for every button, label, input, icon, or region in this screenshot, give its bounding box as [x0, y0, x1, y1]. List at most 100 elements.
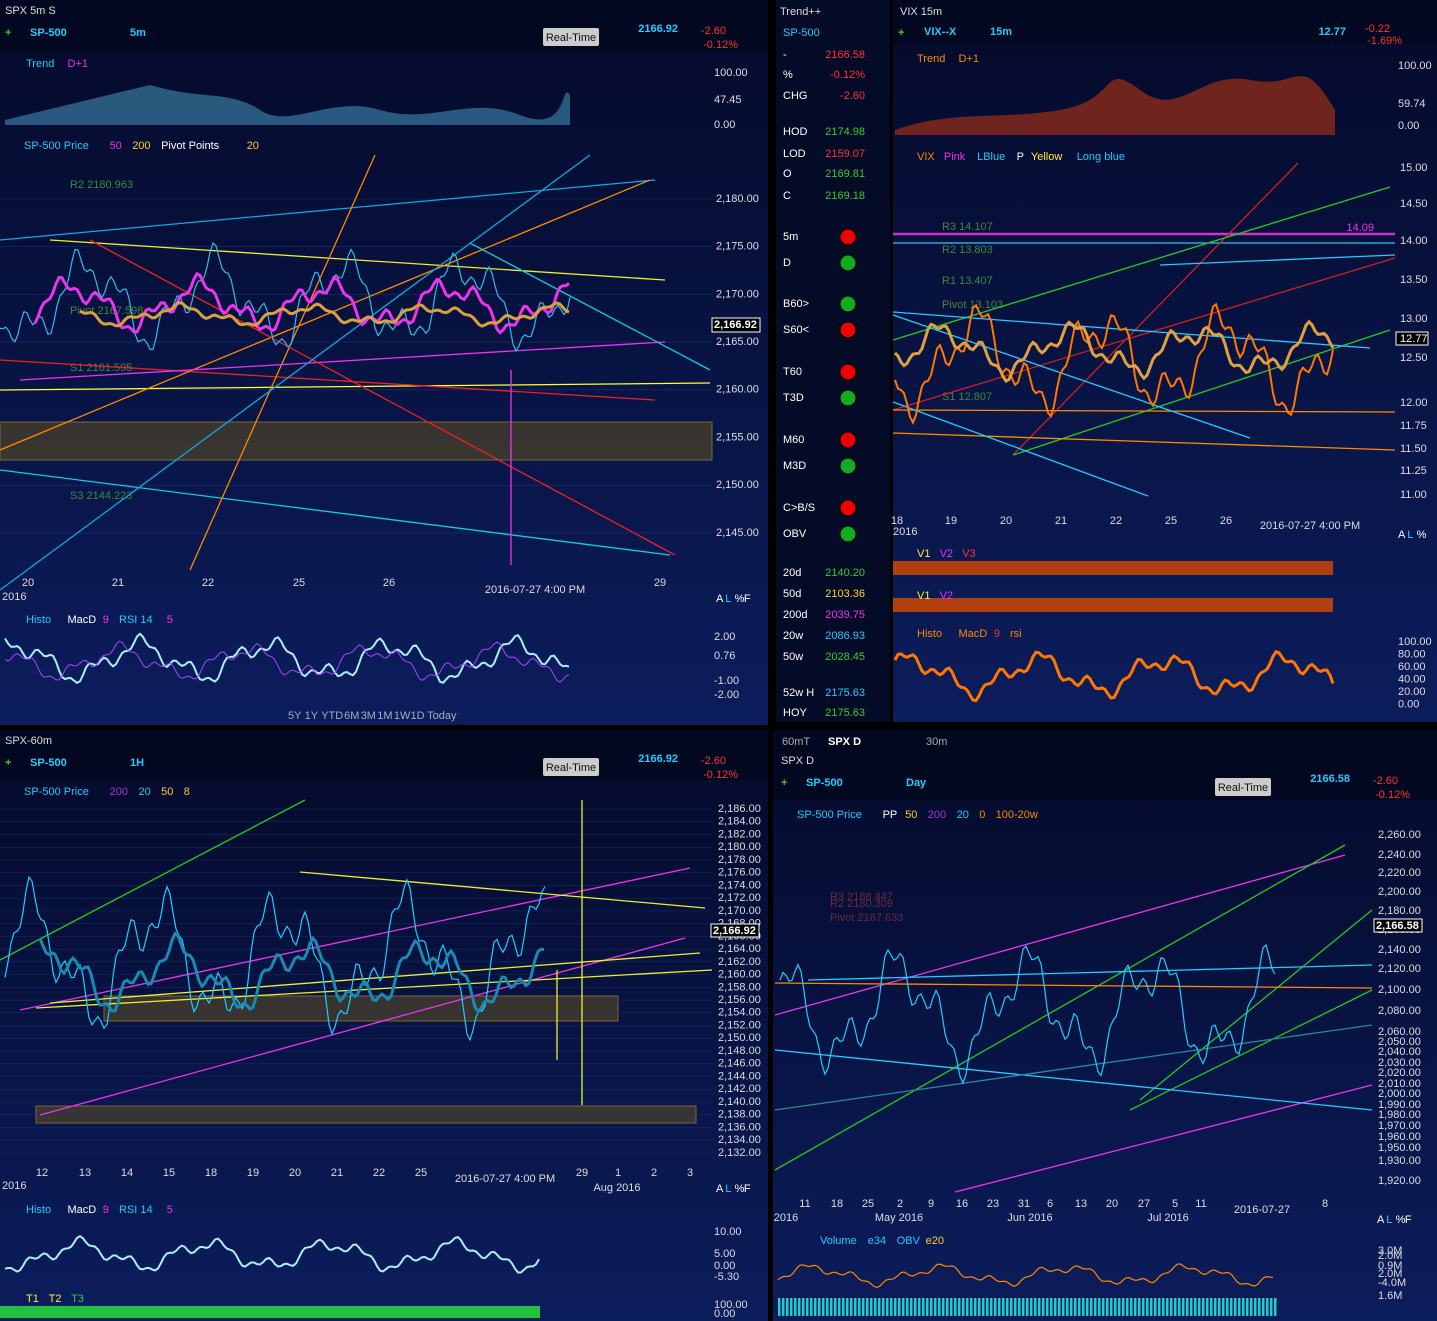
- x-tick-label: 23: [987, 1198, 999, 1210]
- change-pct: -1.69%: [1367, 35, 1402, 47]
- x-tick-label: 25: [415, 1167, 427, 1179]
- average-name: 200d: [783, 609, 807, 621]
- toolbar-item: A: [716, 593, 724, 605]
- label: 0.00: [714, 1308, 735, 1320]
- header: [0, 0, 768, 52]
- average-name: 50d: [783, 588, 801, 600]
- y-tick-label: 2,138.00: [718, 1109, 761, 1121]
- watch-key: CHG: [783, 90, 807, 102]
- average-name: HOY: [783, 707, 808, 719]
- signal-name: B60>: [783, 298, 809, 310]
- pivot-level: R3 14.107: [942, 221, 993, 233]
- volume-bar: [786, 1298, 789, 1316]
- toolbar-item: 1W: [394, 710, 411, 722]
- average-value: 2086.93: [825, 630, 865, 642]
- y-tick-label: 2,150.00: [716, 479, 759, 491]
- symbol: SP-500: [30, 27, 67, 39]
- drawn-line: [1012, 329, 1391, 456]
- volume-bar: [1030, 1298, 1033, 1316]
- drawn-line: [0, 359, 656, 401]
- trend-area: [5, 85, 570, 125]
- toolbar-item: T1: [26, 1293, 39, 1305]
- signal-dot: [839, 525, 857, 543]
- volume-bar: [878, 1298, 881, 1316]
- volume-bar: [982, 1298, 985, 1316]
- toolbar-item: V1: [917, 548, 930, 560]
- volume-bar: [1074, 1298, 1077, 1316]
- toolbar-item: SP-500 Price: [24, 786, 89, 798]
- toolbar-item: %: [1396, 1214, 1406, 1226]
- drawn-line: [189, 154, 376, 571]
- volume-bar: [1182, 1298, 1185, 1316]
- volume-bar: [1098, 1298, 1101, 1316]
- volume-bar: [1174, 1298, 1177, 1316]
- label: SPX-60m: [5, 735, 52, 747]
- volume-bar: [1210, 1298, 1213, 1316]
- x-tick-label: 21: [112, 577, 124, 589]
- add-icon: +: [781, 777, 787, 789]
- toolbar-item: F: [1405, 1214, 1412, 1226]
- x-tick-label: 29: [576, 1167, 588, 1179]
- watch-key: %: [783, 69, 793, 81]
- price-line: [894, 302, 1334, 425]
- pivot-level: R2 13.803: [942, 244, 993, 256]
- drawn-line: [0, 179, 656, 241]
- label: 0.00: [1398, 698, 1419, 710]
- signal-dot: [839, 499, 857, 517]
- y-tick-label: 2,030.00: [1378, 1057, 1421, 1069]
- price-line: [33, 271, 570, 335]
- volume-bar: [1138, 1298, 1141, 1316]
- tab: 30m: [926, 736, 947, 748]
- month-label: 2016: [774, 1212, 798, 1224]
- toolbar-item: 5: [167, 1204, 173, 1216]
- toolbar-item: T3: [71, 1293, 84, 1305]
- x-tick-label: 25: [1165, 515, 1177, 527]
- signal-name: S60<: [783, 324, 809, 336]
- volume-bar: [1062, 1298, 1065, 1316]
- trend-area: [895, 76, 1335, 135]
- volume-bar: [1126, 1298, 1129, 1316]
- x-tick-label: 9: [928, 1198, 934, 1210]
- interval: Day: [906, 777, 927, 789]
- label: 10.00: [714, 1226, 742, 1238]
- x-tick-label: 31: [1018, 1198, 1030, 1210]
- label: -2.00: [714, 689, 739, 701]
- drawn-line: [892, 186, 1391, 341]
- volume-bar: [1190, 1298, 1193, 1316]
- symbol: SP-500: [806, 777, 843, 789]
- add-icon: +: [5, 27, 11, 39]
- volume-bar: [914, 1298, 917, 1316]
- label: SPX D: [781, 755, 814, 767]
- volume-bar: [1066, 1298, 1069, 1316]
- y-tick-label: 2,148.00: [718, 1045, 761, 1057]
- drawn-line: [1139, 909, 1373, 1101]
- label: SPX 5m S: [5, 5, 56, 17]
- y-tick-label: 2,165.00: [716, 336, 759, 348]
- volume-bar: [1246, 1298, 1249, 1316]
- volume-bar: [1214, 1298, 1217, 1316]
- volume-bar: [1026, 1298, 1029, 1316]
- label: 60.00: [1398, 661, 1426, 673]
- y-tick-label: 2,134.00: [718, 1134, 761, 1146]
- toolbar-item: V1: [917, 590, 930, 602]
- last-price: 2,166.92: [713, 925, 756, 937]
- month-label: Jun 2016: [1007, 1212, 1052, 1224]
- average-value: 2175.63: [825, 707, 865, 719]
- last-price: 2,166.92: [714, 319, 757, 331]
- realtime-button: [543, 758, 599, 776]
- x-tick-label: 21: [1055, 515, 1067, 527]
- date-label: 2016-07-27: [1234, 1204, 1290, 1216]
- date-label: 2016-07-27 4:00 PM: [455, 1173, 555, 1185]
- y-tick-label: 2,155.00: [716, 431, 759, 443]
- y-tick-label: 11.00: [1400, 489, 1427, 501]
- volume-bar: [974, 1298, 977, 1316]
- volume-bar: [906, 1298, 909, 1316]
- y-tick-label: 11.75: [1400, 420, 1427, 432]
- x-tick-label: 15: [163, 1167, 175, 1179]
- x-tick-label: 20: [22, 577, 34, 589]
- toolbar-item: rsi: [1010, 628, 1022, 640]
- label: VIX 15m: [900, 6, 942, 18]
- y-tick-label: 2,050.00: [1378, 1036, 1421, 1048]
- label: 59.74: [1398, 98, 1426, 110]
- volume-bar: [858, 1298, 861, 1316]
